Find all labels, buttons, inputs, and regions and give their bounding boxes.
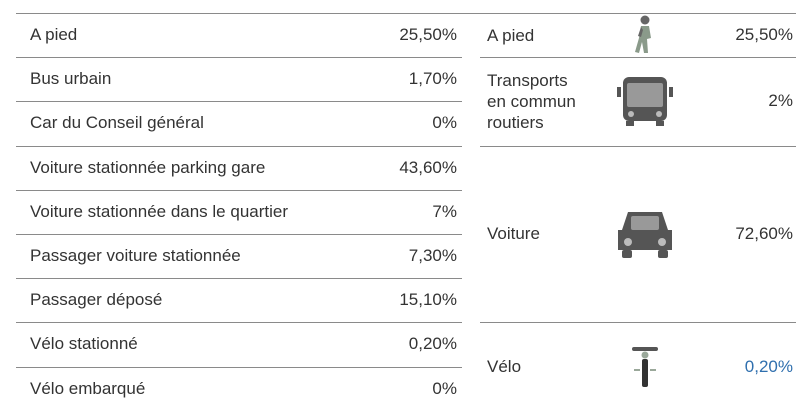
cell-value: 25,50% bbox=[399, 25, 457, 45]
label-line: Voiture bbox=[487, 224, 540, 244]
cell-value: 7,30% bbox=[408, 246, 457, 266]
group-value: 25,50% bbox=[735, 25, 793, 45]
group-label: Voiture bbox=[487, 146, 540, 323]
mode-icon bbox=[632, 346, 658, 387]
label-lines: Vélo bbox=[487, 356, 521, 377]
group-label: Vélo bbox=[487, 322, 521, 410]
group-line bbox=[480, 145, 796, 147]
group-value: 2% bbox=[768, 91, 793, 111]
mode-icon bbox=[618, 212, 672, 258]
row-line bbox=[16, 234, 462, 235]
cell-label: Passager déposé bbox=[30, 290, 163, 310]
cell-label: Vélo embarqué bbox=[30, 378, 146, 398]
group-value: 72,60% bbox=[735, 223, 793, 243]
cell-value: 43,60% bbox=[399, 157, 457, 177]
row-line bbox=[16, 366, 462, 368]
label-line: Transports bbox=[487, 70, 568, 90]
cell-value: 0% bbox=[432, 378, 457, 398]
mode-icon bbox=[635, 15, 651, 54]
label-line: A pied bbox=[487, 25, 535, 45]
group-label: A pied bbox=[487, 13, 534, 57]
cell-label: Car du Conseil général bbox=[30, 113, 204, 133]
cell-value: 0,20% bbox=[408, 334, 457, 354]
group-line bbox=[480, 322, 796, 324]
label-line: Vélo bbox=[487, 357, 522, 377]
label-line: en commun bbox=[487, 91, 576, 111]
group-value: 0,20% bbox=[744, 356, 793, 376]
cell-value: 7% bbox=[432, 201, 457, 221]
label-lines: Voiture bbox=[487, 223, 540, 244]
cell-label: Vélo stationné bbox=[30, 334, 138, 354]
group-label: Transports en commun routiers bbox=[487, 57, 576, 145]
cell-label: Voiture stationnée dans le quartier bbox=[30, 201, 289, 221]
row-line bbox=[16, 322, 462, 324]
label-lines: Transports en commun routiers bbox=[487, 70, 576, 133]
cell-value: 0% bbox=[432, 113, 457, 133]
row-line bbox=[16, 189, 462, 191]
cell-value: 15,10% bbox=[399, 290, 457, 310]
cell-label: Bus urbain bbox=[30, 69, 112, 89]
label-line: routiers bbox=[487, 112, 544, 132]
label-lines: A pied bbox=[487, 25, 534, 46]
cell-label: A pied bbox=[30, 25, 78, 45]
row-line bbox=[16, 13, 796, 14]
row-line bbox=[16, 278, 462, 280]
cell-value: 1,70% bbox=[408, 69, 457, 89]
cell-label: Passager voiture stationnée bbox=[30, 246, 241, 266]
cell-label: Voiture stationnée parking gare bbox=[30, 157, 266, 177]
row-line bbox=[16, 101, 462, 103]
group-line bbox=[480, 57, 796, 59]
row-line bbox=[16, 145, 462, 147]
mode-icon bbox=[617, 77, 673, 127]
row-line bbox=[16, 57, 462, 59]
